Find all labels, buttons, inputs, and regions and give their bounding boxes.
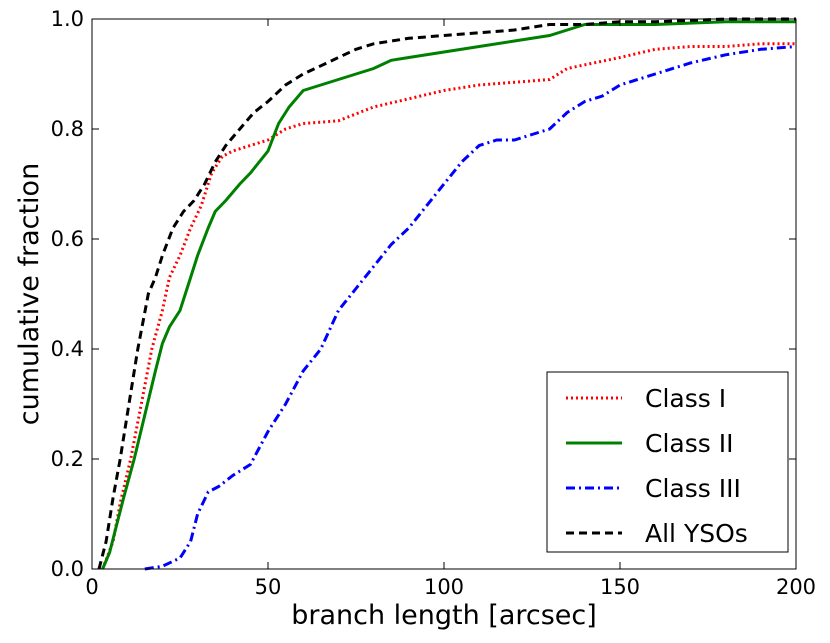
y-axis-label: cumulative fraction	[14, 163, 45, 425]
legend: Class I Class II Class III All YSOs	[546, 371, 789, 553]
series-lines	[97, 17, 797, 571]
legend-box	[546, 371, 789, 553]
x-tick-label: 50	[255, 575, 282, 599]
x-axis-label: branch length [arcsec]	[291, 600, 597, 631]
y-tick-label: 0.8	[51, 117, 84, 141]
legend-label-class-i: Class I	[645, 384, 726, 413]
y-tick-label: 0.4	[51, 337, 84, 361]
axis-ticks: 0 50 100 150 200 0.0 0.2 0.4 0.6 0.8 1.0	[51, 7, 816, 599]
y-tick-label: 0.6	[51, 227, 84, 251]
legend-label-class-ii: Class II	[645, 429, 733, 458]
y-tick-label: 0.0	[51, 557, 84, 581]
x-tick-label: 150	[600, 575, 640, 599]
x-tick-label: 0	[85, 575, 98, 599]
series-line-class-iii	[144, 45, 797, 571]
x-tick-label: 200	[776, 575, 816, 599]
x-tick-label: 100	[424, 575, 464, 599]
legend-label-all-ysos: All YSOs	[645, 519, 748, 548]
series-line-class-i	[101, 42, 796, 570]
legend-label-class-iii: Class III	[645, 474, 741, 503]
series-line-all-ysos	[97, 17, 796, 570]
y-tick-label: 0.2	[51, 447, 84, 471]
y-tick-label: 1.0	[51, 7, 84, 31]
series-line-class-ii	[101, 20, 796, 570]
